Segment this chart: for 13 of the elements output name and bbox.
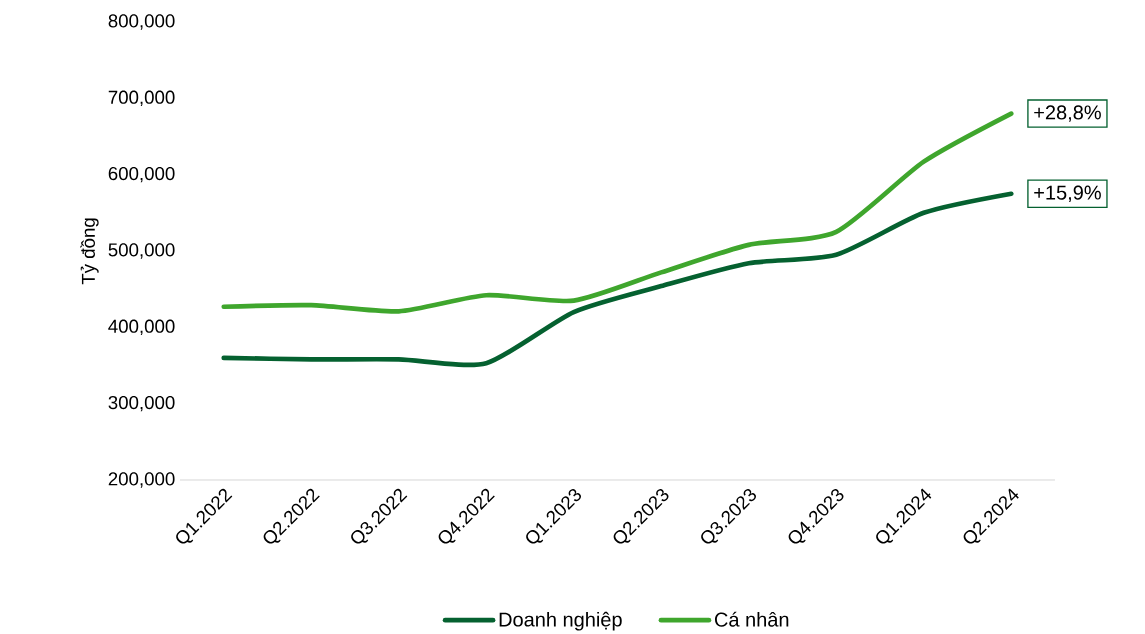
y-tick-label: 500,000 xyxy=(108,243,175,259)
annotation: +28,8% xyxy=(1034,105,1101,122)
legend-label: Cá nhân xyxy=(714,611,789,627)
line-series xyxy=(221,111,1014,314)
legend-label: Doanh nghiệp xyxy=(499,611,622,631)
y-tick-label: 600,000 xyxy=(108,166,175,183)
y-tick-label: 300,000 xyxy=(108,395,175,412)
y-tick-label: 700,000 xyxy=(108,90,175,107)
y-axis-title: Tỷ đồng xyxy=(80,218,99,285)
annotation: +15,9% xyxy=(1034,185,1101,202)
y-tick-label: 800,000 xyxy=(108,14,175,30)
y-tick-label: 200,000 xyxy=(108,472,175,488)
y-tick-label: 400,000 xyxy=(108,319,175,336)
